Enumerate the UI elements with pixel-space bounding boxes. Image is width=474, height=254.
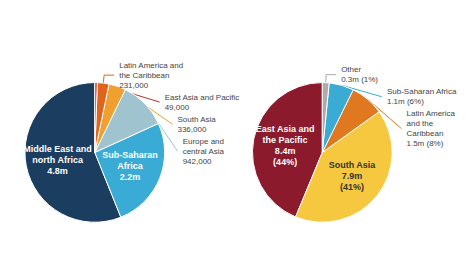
svg-text:Europe and: Europe and — [183, 137, 224, 146]
svg-text:Middle East and: Middle East and — [23, 144, 92, 154]
svg-text:1.1m (6%): 1.1m (6%) — [387, 97, 424, 106]
svg-text:and the: and the — [406, 119, 433, 128]
svg-text:942,000: 942,000 — [183, 157, 212, 166]
svg-text:8.4m: 8.4m — [275, 146, 296, 156]
svg-text:231,000: 231,000 — [119, 81, 148, 90]
svg-text:Caribbean: Caribbean — [406, 129, 443, 138]
svg-text:Other: Other — [341, 65, 361, 74]
svg-text:Latin America: Latin America — [406, 109, 455, 118]
svg-text:north Africa: north Africa — [32, 155, 84, 165]
svg-text:Latin America and: Latin America and — [119, 61, 183, 70]
svg-text:the Pacific: the Pacific — [263, 135, 308, 145]
svg-text:Africa: Africa — [117, 161, 144, 171]
svg-text:2.2m: 2.2m — [120, 172, 141, 182]
svg-text:East Asia and Pacific: East Asia and Pacific — [165, 93, 240, 102]
svg-text:the Caribbean: the Caribbean — [119, 71, 169, 80]
svg-text:336,000: 336,000 — [177, 125, 206, 134]
svg-text:4.8m: 4.8m — [47, 166, 68, 176]
svg-text:Sub-Saharan: Sub-Saharan — [102, 150, 158, 160]
svg-text:(41%): (41%) — [340, 182, 364, 192]
svg-text:South Asia: South Asia — [329, 160, 377, 170]
svg-text:0.3m (1%): 0.3m (1%) — [341, 75, 378, 84]
svg-text:East Asia and: East Asia and — [256, 124, 315, 134]
svg-text:7.9m: 7.9m — [342, 171, 363, 181]
svg-text:(44%): (44%) — [273, 157, 297, 167]
svg-text:central Asia: central Asia — [183, 147, 225, 156]
svg-text:Sub-Saharan Africa: Sub-Saharan Africa — [387, 87, 457, 96]
svg-text:1.5m (8%): 1.5m (8%) — [406, 139, 443, 148]
svg-text:South Asia: South Asia — [177, 115, 216, 124]
svg-text:49,000: 49,000 — [165, 103, 190, 112]
